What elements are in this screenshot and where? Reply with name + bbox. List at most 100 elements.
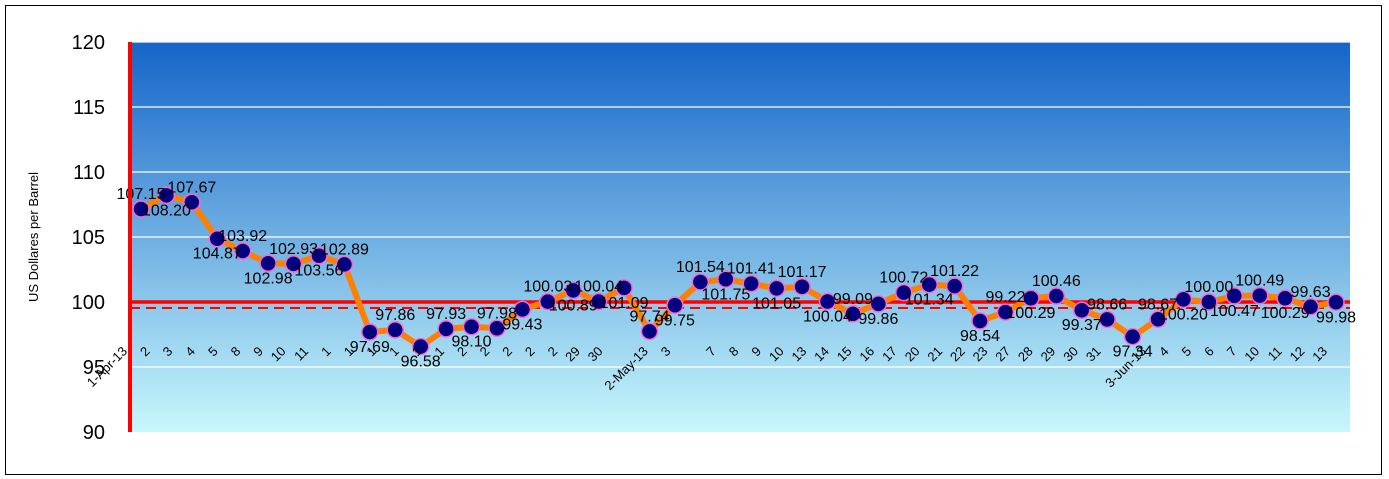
data-point [1301, 298, 1320, 316]
data-point [233, 242, 252, 260]
data-label: 101.05 [752, 295, 801, 312]
data-point [1022, 289, 1040, 307]
data-point [1327, 293, 1345, 312]
data-point [895, 283, 913, 302]
data-label: 100.00 [1184, 279, 1233, 296]
data-label: 98.54 [960, 328, 1000, 345]
data-label: 99.63 [1291, 284, 1331, 301]
data-label: 99.37 [1062, 317, 1102, 334]
data-label: 100.47 [1210, 303, 1259, 320]
data-point [259, 254, 277, 273]
data-point [1123, 327, 1142, 346]
data-point [818, 292, 837, 311]
data-label: 102.93 [269, 241, 318, 258]
data-point [1276, 289, 1294, 307]
data-label: 100.03 [523, 279, 572, 296]
y-tick-label: 115 [73, 97, 105, 119]
data-label: 99.09 [833, 291, 873, 308]
data-point [462, 317, 481, 336]
data-point [691, 273, 710, 291]
data-point [615, 279, 633, 297]
y-axis-title: US Dollares per Barrel [26, 172, 41, 302]
data-point [310, 246, 328, 265]
markers-group [132, 186, 1345, 356]
data-point [945, 277, 964, 295]
data-point [132, 200, 150, 218]
data-label: 99.98 [1316, 309, 1356, 326]
y-axis-ticks: 90 95 100 105 110 115 120 [72, 32, 105, 444]
data-point [996, 303, 1015, 321]
data-label: 103.92 [218, 228, 267, 245]
data-label: 100.29 [1006, 305, 1055, 322]
data-point [971, 312, 989, 330]
data-label: 96.58 [401, 353, 441, 370]
data-point [1072, 301, 1091, 319]
data-label: 99.86 [858, 311, 898, 328]
data-point [666, 296, 684, 314]
data-point [1149, 310, 1167, 329]
data-label: 101.75 [701, 286, 750, 303]
data-label: 107.15 [117, 186, 166, 203]
data-point [844, 305, 862, 323]
data-label: 98.66 [1087, 296, 1127, 313]
data-point [1200, 293, 1218, 311]
data-point [411, 337, 430, 356]
data-label: 98.10 [452, 334, 492, 351]
y-tick-label: 120 [72, 32, 105, 54]
data-label: 102.89 [320, 241, 369, 258]
data-point [742, 274, 760, 293]
data-label: 100.20 [1159, 306, 1208, 323]
data-point [437, 320, 455, 338]
data-point [767, 279, 786, 298]
data-label: 97.86 [375, 307, 415, 324]
reference-line-group [130, 300, 1350, 309]
data-point [361, 323, 379, 341]
data-label: 100.46 [1032, 273, 1081, 290]
data-point [717, 270, 735, 288]
y-tick-label: 95 [83, 357, 105, 379]
data-label: 97.74 [629, 308, 669, 325]
data-label: 97.98 [477, 305, 517, 322]
y-tick-label: 100 [72, 292, 105, 314]
data-label: 101.34 [905, 292, 954, 309]
data-point [386, 321, 405, 339]
data-point [869, 295, 888, 313]
data-label: 100.04 [574, 278, 623, 295]
data-point [157, 186, 176, 205]
data-label: 100.04 [803, 308, 852, 325]
data-label: 99.22 [985, 289, 1025, 306]
data-point [513, 300, 532, 319]
data-point [1174, 290, 1193, 309]
data-label: 100.72 [879, 270, 928, 287]
data-label: 104.87 [193, 246, 242, 263]
y-tick-label: 105 [72, 227, 105, 249]
data-label: 107.67 [167, 179, 216, 196]
data-point [920, 275, 938, 294]
data-point [284, 255, 303, 273]
data-label: 101.54 [676, 259, 725, 276]
data-label: 101.22 [930, 263, 979, 280]
data-point [1047, 287, 1066, 305]
data-label: 99.43 [502, 316, 542, 333]
data-point [1098, 310, 1116, 329]
data-label: 100.89 [549, 297, 598, 314]
data-label: 100.49 [1235, 273, 1284, 290]
data-point [488, 319, 506, 338]
y-tick-label: 110 [73, 162, 105, 184]
data-label: 108.20 [142, 202, 191, 219]
data-point [539, 292, 557, 311]
data-label: 102.98 [244, 270, 293, 287]
data-point [335, 255, 354, 274]
data-point [640, 322, 659, 341]
data-label: 103.56 [295, 263, 344, 280]
data-point [183, 193, 201, 212]
y-tick-label: 90 [83, 422, 105, 444]
data-label: 97.93 [426, 306, 466, 323]
data-label: 97.69 [350, 339, 390, 356]
gridlines [130, 41, 1350, 368]
data-label: 98.67 [1138, 296, 1178, 313]
data-point [1250, 286, 1269, 305]
data-label: 99.75 [655, 312, 695, 329]
